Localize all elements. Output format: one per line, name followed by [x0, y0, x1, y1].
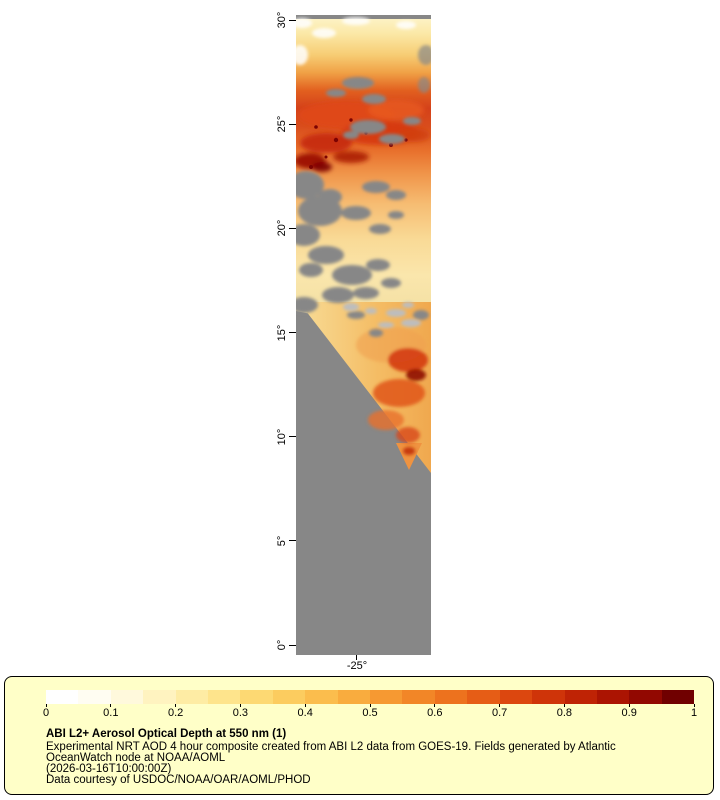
colorbar-tick-label: 0.8	[556, 707, 573, 719]
colorbar-tick-label: 0.6	[427, 707, 443, 719]
latitude-tick	[289, 19, 296, 21]
legend-timestamp: (2026-03-16T10:00:00Z)	[46, 763, 172, 775]
latitude-tick	[289, 227, 296, 229]
latitude-tick	[289, 540, 296, 542]
latitude-tick	[289, 332, 296, 333]
colorbar-segment	[272, 690, 306, 704]
colorbar-segment	[46, 690, 79, 704]
colorbar-segment	[564, 690, 597, 704]
colorbar-tick-label: 0.9	[621, 707, 637, 719]
legend-title: ABI L2+ Aerosol Optical Depth at 550 nm …	[46, 728, 287, 740]
colorbar-segment	[402, 690, 435, 704]
colorbar-segment	[661, 690, 695, 704]
longitude-tick	[356, 655, 357, 660]
colorbar-tick-label: 1	[690, 707, 698, 719]
colorbar-segment	[240, 690, 273, 704]
legend-description-line2: OceanWatch node at NOAA/AOML	[46, 752, 226, 764]
colorbar-segment	[337, 690, 371, 704]
colorbar-segment	[110, 690, 144, 704]
colorbar-tick-label: 0.1	[103, 707, 119, 719]
colorbar-tick	[434, 704, 436, 707]
colorbar-segment	[629, 690, 662, 704]
colorbar-tick	[628, 704, 630, 707]
colorbar-tick-label: 0	[42, 707, 50, 719]
colorbar-segment	[467, 690, 500, 704]
colorbar-segment	[175, 690, 209, 704]
latitude-tick-label: 25°	[276, 115, 288, 133]
colorbar-tick	[45, 704, 47, 707]
colorbar-segment	[499, 690, 533, 704]
colorbar-segment	[143, 690, 176, 704]
colorbar-tick	[239, 704, 241, 707]
latitude-tick-label: 15°	[276, 324, 288, 341]
latitude-tick-label: 10°	[276, 428, 288, 445]
latitude-tick-label: 30°	[276, 11, 288, 29]
colorbar-segment	[370, 690, 403, 704]
colorbar-tick-label: 0.7	[491, 707, 508, 719]
legend-description-line1: Experimental NRT AOD 4 hour composite cr…	[46, 741, 616, 753]
latitude-tick	[289, 123, 296, 125]
colorbar-tick	[693, 704, 695, 707]
legend-credit: Data courtesy of USDOC/NOAA/OAR/AOML/PHO…	[46, 774, 311, 786]
legend-box: 0 0.1 0.2 0.3 0.4 0.5 0.6 0.7 0.8 0.9 1 ABI L2+ Ae…	[4, 676, 714, 795]
colorbar-tick	[175, 704, 177, 707]
colorbar-tick	[304, 704, 306, 707]
latitude-tick-label: 0°	[276, 639, 288, 651]
colorbar-tick-row: 0 0.1 0.2 0.3 0.4 0.5 0.6 0.7 0.8 0.9 1	[42, 704, 698, 722]
latitude-tick	[289, 436, 296, 438]
longitude-tick-label: -25°	[346, 660, 368, 672]
colorbar-tick	[110, 704, 112, 707]
colorbar-tick-label: 0.4	[297, 707, 313, 719]
colorbar-tick	[369, 704, 371, 707]
colorbar-segment	[78, 690, 111, 704]
colorbar-tick-label: 0.5	[362, 707, 378, 719]
aod-map	[296, 15, 431, 655]
colorbar-tick	[499, 704, 501, 707]
colorbar-tick-label: 0.2	[167, 707, 184, 719]
latitude-tick-label: 5°	[276, 535, 288, 547]
aod-map-image	[296, 15, 431, 655]
colorbar-segment	[208, 690, 241, 704]
colorbar-segment	[596, 690, 630, 704]
colorbar-tick	[563, 704, 565, 707]
latitude-tick-label: 20°	[276, 220, 288, 237]
colorbar	[46, 690, 695, 704]
colorbar-segment	[434, 690, 468, 704]
latitude-tick	[289, 644, 296, 646]
colorbar-segment	[305, 690, 338, 704]
colorbar-segment	[532, 690, 565, 704]
colorbar-tick-label: 0.3	[232, 707, 249, 719]
